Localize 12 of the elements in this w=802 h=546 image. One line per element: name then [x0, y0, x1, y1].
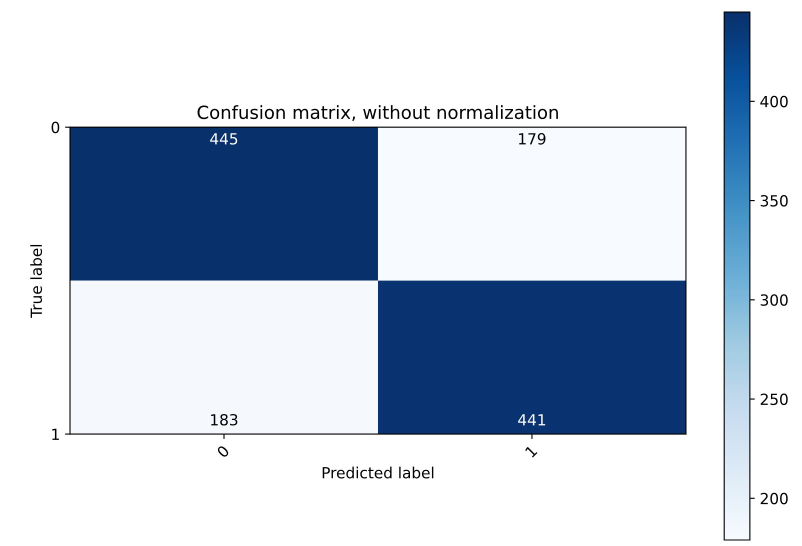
data-label: 179: [519, 133, 546, 145]
color-bar-label: 250: [760, 394, 788, 406]
color-bar-label: 200: [760, 492, 788, 504]
data-label: 445: [210, 133, 238, 145]
data-label: 441: [518, 414, 546, 426]
text: Confusion matrix, without normalization: [198, 105, 558, 121]
y-axis-title: True label: [30, 244, 42, 318]
data-label: 183: [211, 414, 238, 426]
color-bar-label: 350: [760, 195, 788, 207]
x-axis-title: Predicted label: [322, 466, 434, 478]
color-bar-label: 400: [760, 96, 788, 108]
color-bar-label: 300: [760, 294, 788, 306]
